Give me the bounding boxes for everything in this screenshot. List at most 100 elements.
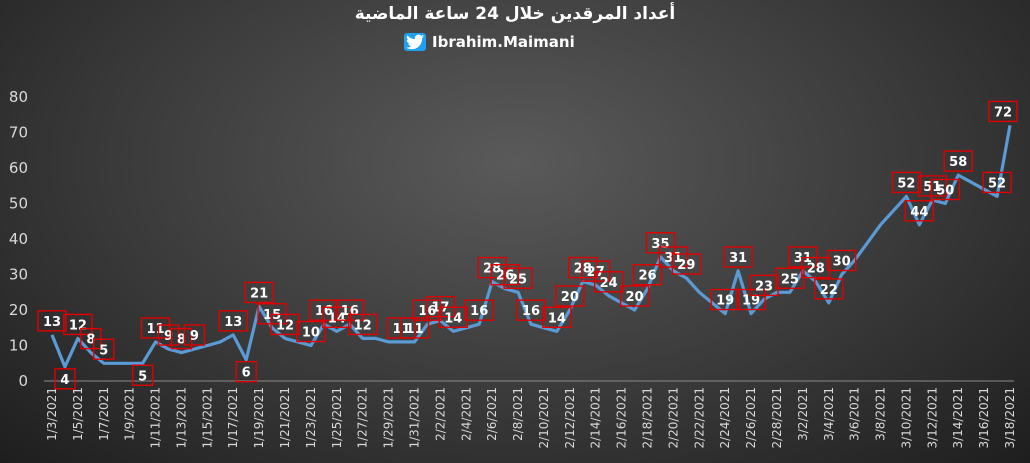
data-label-text: 52: [988, 176, 1006, 191]
data-label-text: 35: [651, 237, 669, 252]
data-label-box: [904, 200, 935, 222]
x-tick-label: 3/18/2021: [1003, 387, 1017, 449]
data-label-box: [63, 313, 93, 336]
data-label-text: 10: [302, 326, 320, 341]
y-tick-label: 0: [18, 372, 28, 390]
data-label-text: 11: [147, 322, 165, 337]
data-label-box: [710, 288, 740, 311]
data-label-box: [309, 299, 339, 321]
data-label: 8: [170, 327, 193, 350]
x-tick-label: 2/28/2021: [770, 387, 784, 449]
data-label-text: 24: [600, 276, 618, 291]
data-label: 16: [516, 299, 546, 321]
data-label: 52: [982, 171, 1012, 194]
data-label-text: 51: [923, 180, 941, 195]
x-tick-label: 1/11/2021: [149, 387, 163, 449]
data-label: 26: [632, 264, 663, 286]
data-label-text: 13: [224, 315, 242, 330]
data-label-box: [490, 264, 520, 286]
data-label: 50: [930, 178, 960, 201]
data-label-text: 9: [190, 329, 199, 344]
data-label-box: [93, 338, 115, 360]
x-tick-label: 3/16/2021: [977, 387, 991, 449]
y-tick-label: 30: [9, 266, 28, 284]
x-tick-label: 3/12/2021: [925, 387, 939, 449]
data-label-box: [593, 271, 624, 293]
data-label: 4: [54, 368, 76, 390]
data-label: 52: [891, 171, 922, 194]
data-label: 30: [827, 249, 857, 272]
data-label-box: [891, 171, 922, 194]
x-tick-label: 2/4/2021: [459, 387, 473, 441]
data-label-box: [658, 246, 689, 268]
data-label: 25: [503, 267, 533, 289]
x-axis: 1/3/2021 1/5/2021 1/7/2021 1/9/2021 1/11/202…: [44, 380, 1030, 449]
data-label: 16: [335, 299, 365, 321]
data-label-box: [270, 313, 300, 336]
x-tick-label: 3/8/2021: [874, 387, 888, 441]
data-label-text: 4: [60, 373, 69, 388]
data-label-box: [749, 274, 779, 297]
data-label: 14: [542, 306, 572, 328]
x-tick-label: 1/31/2021: [407, 387, 421, 449]
data-label-text: 6: [242, 366, 251, 381]
data-label: 12: [348, 313, 378, 336]
data-label-text: 15: [263, 308, 281, 323]
data-label-text: 25: [509, 272, 527, 287]
x-tick-label: 1/17/2021: [226, 387, 240, 449]
data-label-box: [131, 364, 154, 386]
data-label: 10: [296, 320, 326, 343]
x-tick-label: 2/22/2021: [692, 387, 706, 449]
data-label-text: 19: [742, 294, 760, 309]
data-label-text: 17: [431, 301, 449, 316]
data-label-text: 11: [392, 322, 410, 337]
x-tick-label: 2/8/2021: [511, 387, 525, 441]
data-label-text: 28: [574, 262, 592, 277]
x-tick-label: 2/10/2021: [537, 387, 551, 449]
data-label-text: 44: [910, 205, 928, 220]
x-tick-label: 1/25/2021: [330, 387, 344, 449]
data-label-text: 28: [807, 262, 825, 277]
data-label-box: [244, 281, 274, 304]
data-label-text: 12: [354, 318, 372, 333]
x-tick-label: 1/7/2021: [97, 387, 111, 441]
data-label-box: [218, 310, 248, 332]
data-label-text: 25: [781, 272, 799, 287]
data-label: 16: [412, 299, 443, 321]
data-label-box: [814, 278, 844, 300]
data-label-text: 14: [328, 311, 346, 326]
data-label: 24: [593, 271, 624, 293]
author-name: Ibrahim.Maimani: [432, 33, 575, 51]
data-label-box: [671, 253, 702, 275]
data-label-text: 19: [716, 294, 734, 309]
x-tick-label: 2/18/2021: [641, 387, 655, 449]
data-label-box: [464, 299, 494, 321]
data-label-box: [542, 306, 572, 328]
data-label-box: [296, 320, 326, 343]
data-label-box: [157, 324, 180, 346]
x-tick-label: 3/4/2021: [822, 387, 836, 441]
series-line: [50, 125, 1012, 369]
data-label-box: [503, 267, 533, 289]
data-label: 28: [568, 256, 598, 279]
data-label-text: 52: [897, 176, 915, 191]
data-label: 28: [801, 256, 831, 279]
data-label: 9: [183, 324, 206, 346]
data-label-text: 30: [833, 255, 851, 270]
x-tick-label: 1/3/2021: [45, 387, 59, 441]
y-axis: 0 10 20 30 40 50 60 70 80: [9, 88, 28, 390]
data-label: 19: [710, 288, 740, 311]
data-label-text: 31: [729, 251, 747, 266]
data-label-text: 50: [936, 184, 954, 199]
data-label: 51: [917, 175, 948, 197]
data-label-box: [235, 361, 257, 383]
data-label-text: 11: [405, 322, 423, 337]
data-label-text: 8: [86, 333, 95, 348]
data-label-box: [335, 299, 365, 321]
data-label-box: [723, 246, 753, 268]
data-label: 16: [464, 299, 494, 321]
data-label-box: [736, 288, 766, 311]
